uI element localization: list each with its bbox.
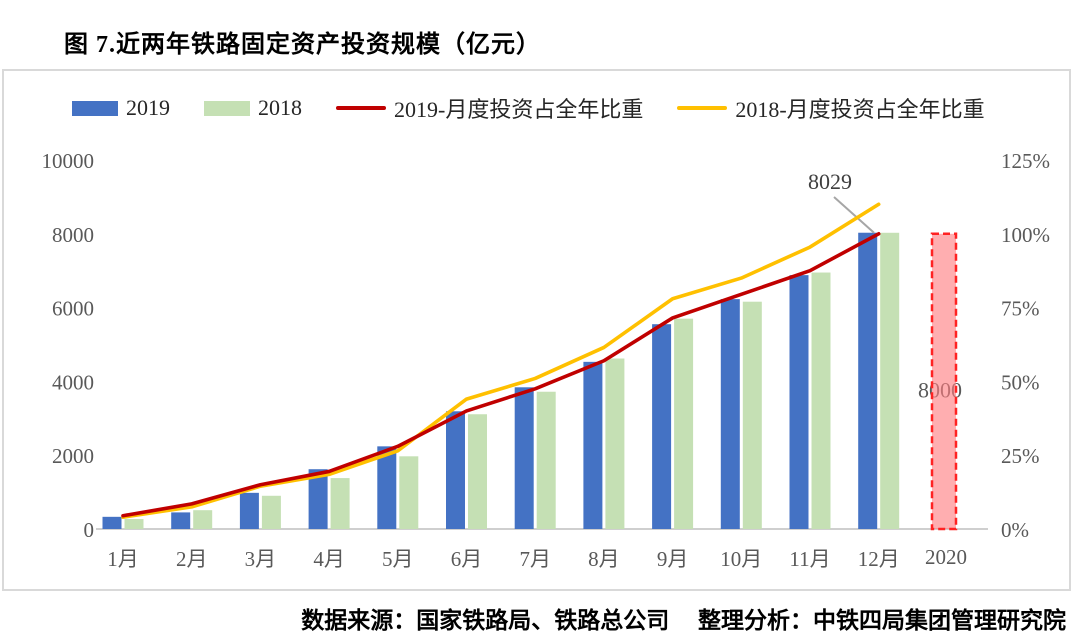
chart-title: 图 7.近两年铁路固定资产投资规模（亿元） — [64, 32, 541, 58]
bar-2018-6月 — [468, 414, 487, 529]
bar-2018-5月 — [399, 456, 419, 529]
callout-line — [833, 196, 875, 234]
bar-2019-5月 — [377, 446, 397, 529]
bar-2018-10月 — [742, 301, 762, 529]
bar-2019-10月 — [720, 299, 740, 529]
x-axis-label: 8月 — [588, 547, 620, 571]
bar-2019-6月 — [446, 411, 465, 529]
source-note: 数据来源：国家铁路局、铁路总公司 整理分析：中铁四局集团管理研究院 — [301, 608, 1066, 633]
legend-label: 2018 — [258, 95, 302, 120]
legend-item-2: 2018 — [204, 95, 302, 121]
bar-2019-12月 — [858, 232, 878, 529]
legend-line-swatch-2019-月度投资占全年比重 — [336, 106, 386, 110]
legend-label: 2018-月度投资占全年比重 — [735, 97, 985, 122]
x-axis-label: 3月 — [245, 547, 277, 571]
right-axis-tick: 25% — [1001, 444, 1040, 468]
bar-2018-9月 — [674, 318, 694, 529]
left-axis-tick: 10000 — [42, 149, 95, 173]
legend-item-3: 2019-月度投资占全年比重 — [336, 92, 643, 124]
annotation-8029: 8029 — [808, 169, 852, 194]
bar-2019-9月 — [652, 324, 672, 529]
right-axis-tick: 0% — [1001, 518, 1029, 542]
x-axis-label-2020: 2020 — [925, 545, 967, 569]
right-axis-tick: 125% — [1001, 149, 1050, 173]
x-axis-label: 7月 — [519, 547, 551, 571]
bar-2018-1月 — [124, 519, 144, 529]
legend-line-swatch-2018-月度投资占全年比重 — [677, 106, 728, 110]
bar-2018-2月 — [193, 510, 213, 529]
right-axis-tick: 75% — [1001, 297, 1040, 321]
left-axis-tick: 4000 — [52, 370, 94, 394]
left-axis-tick: 6000 — [52, 297, 94, 321]
legend-item-4: 2018-月度投资占全年比重 — [677, 92, 985, 124]
x-axis-label: 10月 — [720, 547, 762, 571]
bar-2020-projection — [930, 232, 958, 531]
right-axis-tick: 50% — [1001, 370, 1040, 394]
left-axis-tick: 2000 — [52, 444, 94, 468]
bar-2019-2月 — [171, 512, 191, 529]
bar-2018-8月 — [605, 358, 625, 529]
chart-legend: 2019 2018 2019-月度投资占全年比重 2018-月度投资占全年比重 — [72, 92, 985, 124]
bar-2019-4月 — [308, 469, 328, 529]
x-axis-label: 1月 — [107, 547, 139, 571]
bar-2018-11月 — [811, 272, 831, 529]
x-axis-label: 9月 — [657, 547, 689, 571]
bar-2019-11月 — [789, 275, 809, 529]
bar-2019-7月 — [514, 387, 534, 529]
bar-2018-7月 — [536, 391, 556, 529]
left-axis-tick: 8000 — [52, 223, 94, 247]
legend-label: 2019 — [126, 95, 170, 120]
left-axis-tick: 0 — [84, 518, 95, 542]
x-axis-label: 4月 — [313, 547, 345, 571]
line-2018-pct — [121, 202, 881, 519]
x-axis-label: 6月 — [451, 547, 483, 571]
legend-item-1: 2019 — [72, 95, 170, 121]
line-2019-pct — [121, 232, 881, 518]
bar-2018-3月 — [261, 495, 281, 529]
x-axis-label: 11月 — [789, 547, 830, 571]
x-axis-label: 12月 — [858, 547, 900, 571]
legend-label: 2019-月度投资占全年比重 — [394, 97, 644, 122]
legend-swatch-2019 — [72, 100, 118, 116]
right-axis-tick: 100% — [1001, 223, 1050, 247]
bar-2018-4月 — [330, 478, 350, 529]
bar-2019-1月 — [102, 516, 122, 529]
legend-swatch-2018 — [204, 100, 250, 116]
bar-2019-8月 — [583, 361, 603, 529]
bar-2019-3月 — [239, 492, 259, 529]
x-axis-label: 5月 — [382, 547, 414, 571]
bar-2018-12月 — [880, 232, 900, 530]
x-axis-label: 2月 — [176, 547, 208, 571]
